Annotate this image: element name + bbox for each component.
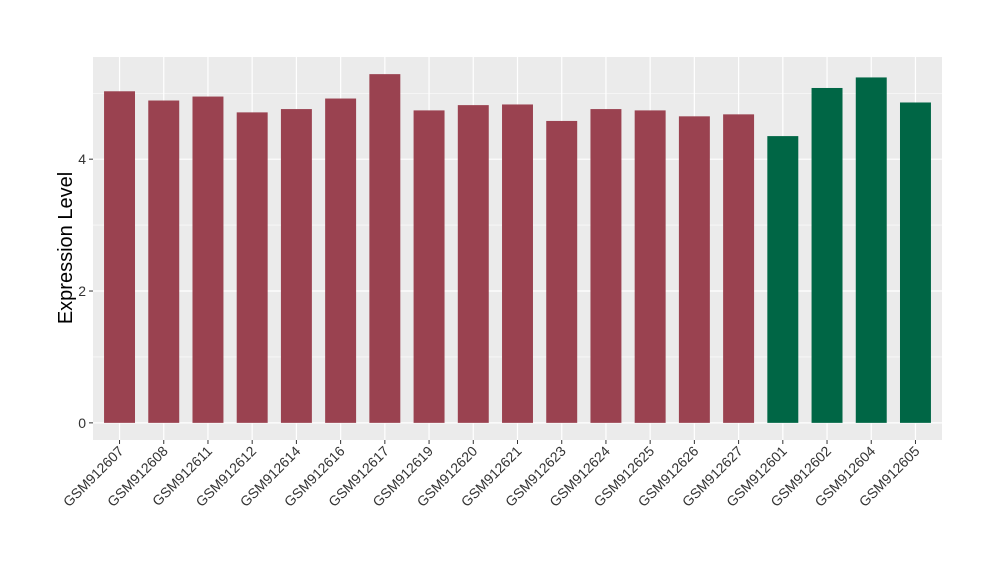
bar <box>855 77 887 423</box>
bar <box>192 96 224 423</box>
bar <box>280 109 312 423</box>
bar <box>899 102 931 423</box>
bar <box>413 110 445 423</box>
bar <box>678 116 710 423</box>
y-axis-label: Expression Level <box>55 172 77 324</box>
bar <box>325 98 357 423</box>
bar <box>236 112 268 423</box>
bar <box>148 100 180 423</box>
bar <box>634 110 666 423</box>
bar <box>502 104 533 423</box>
bar <box>546 120 578 423</box>
bar <box>590 109 622 423</box>
bar <box>767 136 799 423</box>
y-tick-label: 0 <box>78 415 86 431</box>
bar <box>369 74 401 423</box>
bar <box>811 87 843 423</box>
y-tick-label: 4 <box>78 151 86 167</box>
bar <box>457 105 489 423</box>
bar <box>723 114 755 423</box>
y-tick-label: 2 <box>78 283 86 299</box>
bar <box>104 91 136 423</box>
